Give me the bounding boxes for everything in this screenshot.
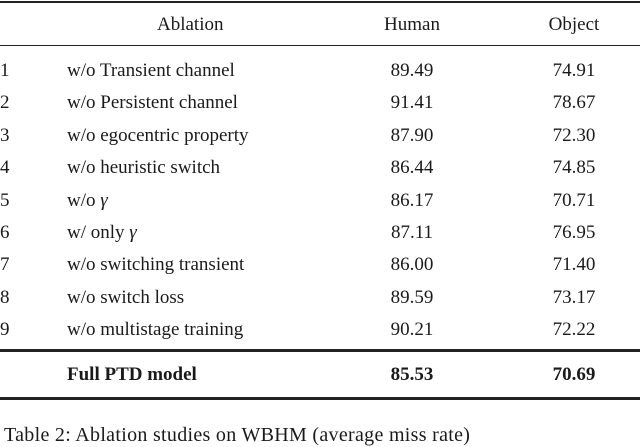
row-1-index: 1 — [0, 60, 10, 81]
row-2-human: 91.41 — [390, 92, 434, 114]
row-7-index: 7 — [0, 254, 10, 276]
header-ablation: Ablation — [157, 14, 224, 35]
row-3-human: 87.90 — [390, 124, 434, 146]
row-5-index: 5 — [0, 189, 10, 211]
row-9-human: 90.21 — [390, 319, 434, 341]
row-9-index: 9 — [0, 319, 10, 341]
row-7-ablation: w/o switching transient — [67, 254, 245, 276]
full-model-label: Full PTD model — [67, 364, 197, 385]
row-9-object: 72.22 — [552, 319, 596, 341]
row-6-human: 87.11 — [390, 222, 434, 243]
row-6-index: 6 — [0, 222, 10, 243]
header-rule — [0, 45, 640, 46]
row-7-human: 86.00 — [390, 254, 434, 276]
row-8-object: 73.17 — [552, 286, 596, 308]
row-3-ablation: w/o egocentric property — [67, 124, 249, 146]
row-6-ablation: w/ only γ — [67, 222, 137, 243]
row-5-human: 86.17 — [390, 189, 434, 211]
row-8-index: 8 — [0, 286, 10, 308]
header-object: Object — [548, 14, 600, 35]
row-8-ablation: w/o switch loss — [67, 286, 185, 308]
full-model-object: 70.69 — [552, 364, 596, 385]
row-4-index: 4 — [0, 157, 10, 179]
row-3-index: 3 — [0, 124, 10, 146]
table-caption: Table 2: Ablation studies on WBHM (avera… — [4, 424, 471, 446]
header-human: Human — [384, 14, 440, 35]
full-model-human: 85.53 — [390, 364, 434, 385]
row-6-object: 76.95 — [552, 222, 596, 243]
row-8-human: 89.59 — [390, 286, 434, 308]
row-1-object: 74.91 — [552, 60, 596, 81]
mid-rule — [0, 349, 640, 352]
row-2-index: 2 — [0, 92, 10, 114]
row-7-object: 71.40 — [552, 254, 596, 276]
row-4-ablation: w/o heuristic switch — [67, 157, 221, 179]
row-2-ablation: w/o Persistent channel — [67, 92, 238, 114]
row-2-object: 78.67 — [552, 92, 596, 114]
row-5-ablation: w/o γ — [67, 189, 108, 211]
row-5-object: 70.71 — [552, 189, 596, 211]
bottom-rule — [0, 397, 640, 400]
row-1-human: 89.49 — [390, 60, 434, 81]
row-3-object: 72.30 — [552, 124, 596, 146]
top-rule — [0, 1, 640, 3]
row-1-ablation: w/o Transient channel — [67, 60, 235, 81]
row-4-human: 86.44 — [390, 157, 434, 179]
row-9-ablation: w/o multistage training — [67, 319, 244, 341]
row-4-object: 74.85 — [552, 157, 596, 179]
